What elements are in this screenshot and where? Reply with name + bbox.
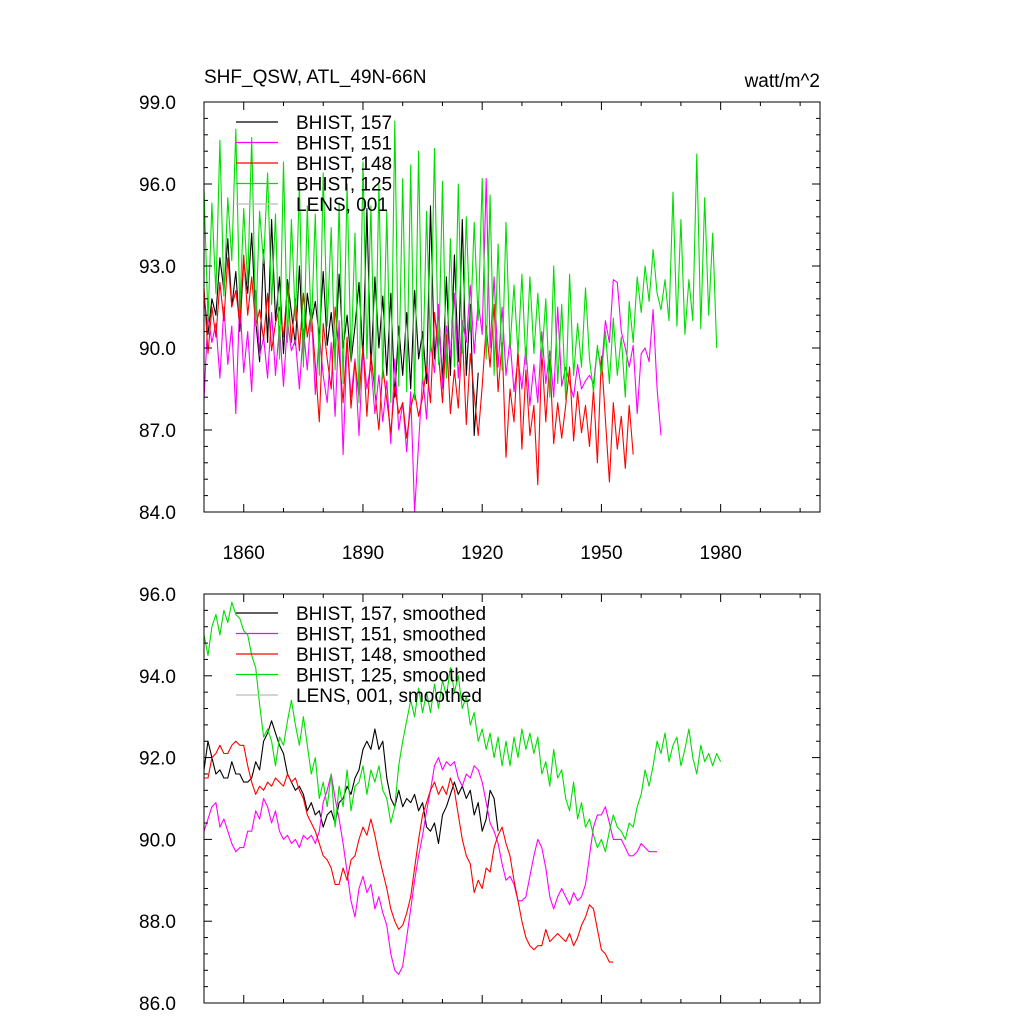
series-line-2 <box>204 740 614 963</box>
legend-label: BHIST, 148, smoothed <box>296 645 486 666</box>
series-line-0 <box>203 720 499 845</box>
y-tick-label: 84.0 <box>139 503 176 524</box>
plot-frame <box>203 101 821 513</box>
y-tick-label: 93.0 <box>139 257 176 278</box>
series-line-3 <box>203 601 722 853</box>
panel-smoothed: 86.0 88.0 90.0 92.0 94.0 96.0 BHIST, 157, smoo… <box>139 585 821 1015</box>
legend-label: BHIST, 151, smoothed <box>296 625 486 646</box>
x-tick-label: 1920 <box>461 543 503 564</box>
y-tick-label: 94.0 <box>139 667 176 688</box>
chart-units: watt/m^2 <box>744 71 820 92</box>
y-tick-label: 86.0 <box>139 994 176 1015</box>
y-tick-label: 87.0 <box>139 421 176 442</box>
legend-label: BHIST, 148 <box>296 154 392 175</box>
y-tick-label: 90.0 <box>139 830 176 851</box>
legend-label: BHIST, 157, smoothed <box>296 604 486 625</box>
legend-label: BHIST, 151 <box>296 134 392 155</box>
chart-title: SHF_QSW, ATL_49N-66N <box>204 67 426 88</box>
y-tick-label: 88.0 <box>139 912 176 933</box>
x-tick-label: 1890 <box>342 543 384 564</box>
legend-label: BHIST, 125, smoothed <box>296 666 486 687</box>
x-tick-label: 1860 <box>223 543 265 564</box>
y-tick-label: 90.0 <box>139 339 176 360</box>
series-line-2 <box>203 254 634 486</box>
y-tick-label: 96.0 <box>139 585 176 606</box>
y-tick-label: 99.0 <box>139 93 176 114</box>
legend-label: BHIST, 125 <box>296 175 392 196</box>
legend-label: LENS, 001, smoothed <box>296 686 482 707</box>
y-tick-label: 92.0 <box>139 749 176 770</box>
x-tick-label: 1980 <box>700 543 742 564</box>
legend-label: BHIST, 157 <box>296 113 392 134</box>
y-tick-label: 96.0 <box>139 175 176 196</box>
x-tick-label: 1950 <box>580 543 622 564</box>
legend-label: LENS, 001 <box>296 195 388 216</box>
series-line-3 <box>203 120 718 404</box>
plot-frame <box>203 593 821 1004</box>
panel-raw: 84.0 87.0 90.0 93.0 96.0 99.0 1860 1890 1920 1950… <box>139 93 821 564</box>
